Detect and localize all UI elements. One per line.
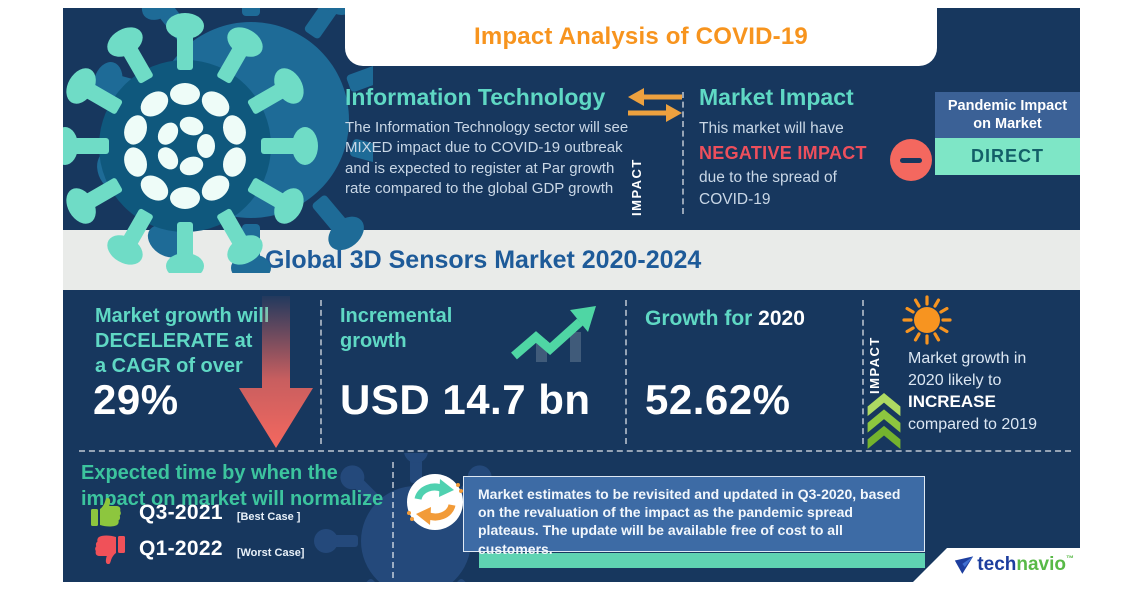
worst-case-row: Q1-2022 [Worst Case] <box>91 534 304 564</box>
market-title: Global 3D Sensors Market 2020-2024 <box>265 246 702 274</box>
market-impact-line1: This market will have <box>699 120 844 137</box>
incremental-growth-value: USD 14.7 bn <box>340 376 591 423</box>
outlook-text: Market growth in 2020 likely to INCREASE… <box>908 348 1080 436</box>
sector-heading: Information Technology <box>345 84 606 110</box>
market-impact-line2: due to the spread of <box>699 168 837 186</box>
best-case-row: Q3-2021 [Best Case ] <box>91 498 300 528</box>
coronavirus-illustration <box>63 8 373 273</box>
thumbs-down-icon <box>95 535 125 564</box>
dashed-divider-horizontal <box>79 450 1071 452</box>
impact-axis-label: IMPACT <box>629 158 644 216</box>
increase-label: INCREASE <box>908 392 996 412</box>
market-impact-heading: Market Impact <box>699 84 854 110</box>
growth-2020-value: 52.62% <box>645 376 791 423</box>
negative-impact-label: NEGATIVE IMPACT <box>699 143 867 164</box>
triple-chevron-up-icon <box>867 393 901 449</box>
refresh-icon <box>407 474 463 530</box>
growth-2020-heading: Growth for 2020 <box>645 307 805 330</box>
impact-axis-label-2: IMPACT <box>867 336 882 394</box>
dashed-divider <box>862 300 864 444</box>
brand-corner: technavio™ <box>913 548 1080 582</box>
main-panel: Global 3D Sensors Market 2020-2024 <box>63 8 1080 582</box>
pandemic-box-value: DIRECT <box>935 138 1080 175</box>
incremental-growth-heading: Incremental growth <box>340 305 453 352</box>
best-case-quarter: Q3-2021 <box>139 501 223 524</box>
cagr-value: 29% <box>93 376 179 423</box>
page-title: Impact Analysis of COVID-19 <box>474 23 808 50</box>
header-banner: Impact Analysis of COVID-19 <box>345 8 937 66</box>
best-case-label: [Best Case ] <box>236 510 301 523</box>
down-arrow-icon <box>239 296 313 448</box>
pandemic-box-title: Pandemic Impact on Market <box>935 92 1080 138</box>
cagr-heading: Market growth will DECELERATE at a CAGR … <box>95 305 270 377</box>
dashed-divider <box>625 300 627 444</box>
trend-up-icon <box>511 306 596 362</box>
worst-case-quarter: Q1-2022 <box>139 537 223 560</box>
virus-icon <box>902 295 952 345</box>
technavio-logo-icon <box>955 555 974 574</box>
dashed-divider <box>320 300 322 444</box>
sector-description: The Information Technology sector will s… <box>345 119 629 198</box>
normalize-heading: Expected time by when the impact on mark… <box>81 462 384 510</box>
dashed-divider <box>682 92 684 214</box>
pandemic-impact-box: Pandemic Impact on Market DIRECT <box>935 92 1080 175</box>
note-text: Market estimates to be revisited and upd… <box>478 486 901 557</box>
minus-bar <box>900 157 922 163</box>
market-impact-description: This market will have NEGATIVE IMPACT du… <box>699 118 899 212</box>
thumbs-up-icon <box>91 498 121 527</box>
brand-wordmark: technavio™ <box>977 554 1074 575</box>
dashed-divider <box>392 462 394 578</box>
exchange-arrows-icon <box>628 88 682 122</box>
worst-case-label: [Worst Case] <box>236 546 305 559</box>
no-entry-icon <box>890 139 932 181</box>
market-impact-line3: COVID-19 <box>699 191 771 209</box>
note-box: Market estimates to be revisited and upd… <box>463 476 925 557</box>
note-shadow <box>479 553 925 568</box>
